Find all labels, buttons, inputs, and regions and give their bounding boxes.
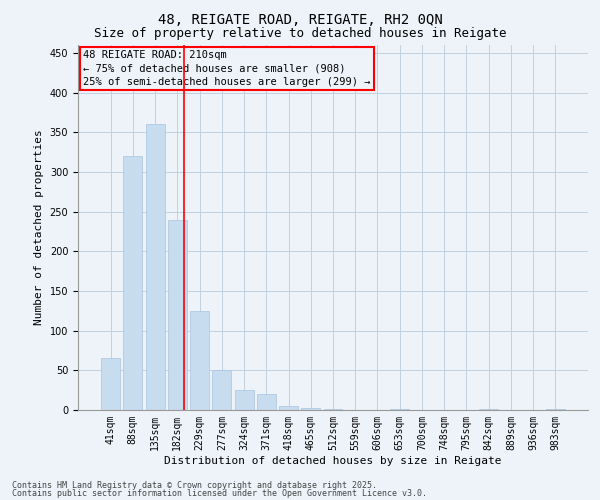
Bar [190,311,209,410]
Text: 48 REIGATE ROAD: 210sqm
← 75% of detached houses are smaller (908)
25% of semi-d: 48 REIGATE ROAD: 210sqm ← 75% of detache… [83,50,371,87]
Bar [101,358,120,410]
Bar [257,394,276,410]
Bar [235,390,254,410]
Bar [168,220,187,410]
Bar [323,409,343,410]
Text: 48, REIGATE ROAD, REIGATE, RH2 0QN: 48, REIGATE ROAD, REIGATE, RH2 0QN [158,12,442,26]
Text: Contains HM Land Registry data © Crown copyright and database right 2025.: Contains HM Land Registry data © Crown c… [12,480,377,490]
Bar [124,156,142,410]
Bar [390,409,409,410]
Bar [301,408,320,410]
Bar [212,370,231,410]
Text: Size of property relative to detached houses in Reigate: Size of property relative to detached ho… [94,28,506,40]
Y-axis label: Number of detached properties: Number of detached properties [34,130,44,326]
Text: Contains public sector information licensed under the Open Government Licence v3: Contains public sector information licen… [12,489,427,498]
X-axis label: Distribution of detached houses by size in Reigate: Distribution of detached houses by size … [164,456,502,466]
Bar [279,406,298,410]
Bar [546,409,565,410]
Bar [479,409,498,410]
Bar [146,124,164,410]
